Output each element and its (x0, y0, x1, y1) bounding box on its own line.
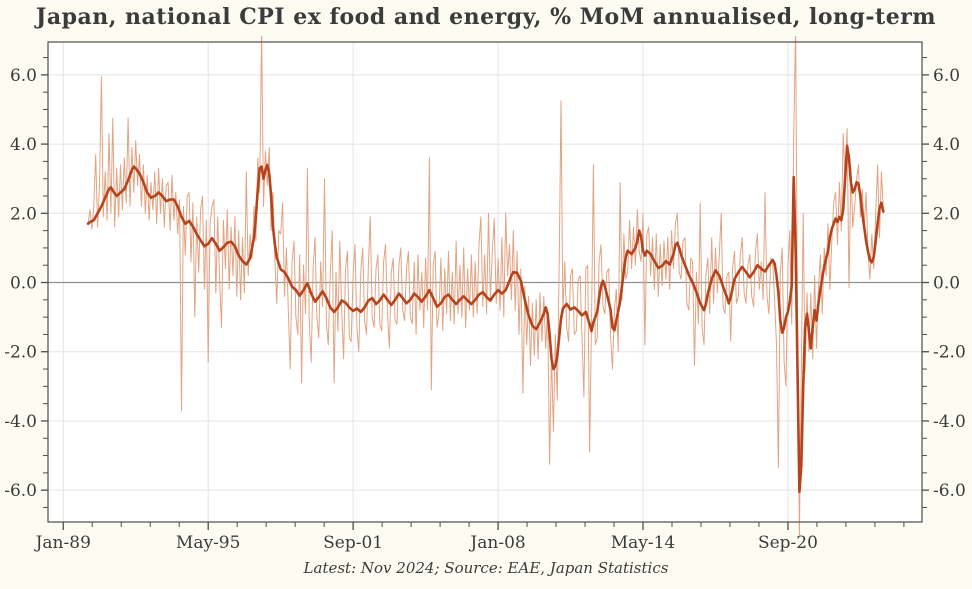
x-tick-label: Jan-08 (468, 533, 525, 553)
x-tick-label: May-95 (176, 533, 241, 553)
x-tick-label: Sep-01 (323, 533, 383, 553)
y-tick-label-right: -6.0 (933, 481, 966, 501)
source-note: Latest: Nov 2024; Source: EAE, Japan Sta… (303, 559, 669, 577)
y-tick-label-right: 0.0 (933, 274, 960, 294)
y-tick-label-left: 4.0 (10, 135, 37, 155)
y-tick-label-left: 6.0 (10, 66, 37, 86)
y-tick-label-left: 0.0 (10, 274, 37, 294)
y-tick-label-left: -2.0 (4, 343, 37, 363)
y-tick-label-left: 2.0 (10, 204, 37, 224)
x-tick-label: Sep-20 (758, 533, 818, 553)
y-tick-label-right: -2.0 (933, 343, 966, 363)
series-smoothed-line (86, 144, 885, 494)
x-tick-label: Jan-89 (34, 533, 91, 553)
y-tick-label-right: 4.0 (933, 135, 960, 155)
y-tick-label-left: -6.0 (4, 481, 37, 501)
chart-title: Japan, national CPI ex food and energy, … (35, 4, 937, 30)
y-tick-label-right: -4.0 (933, 412, 966, 432)
y-tick-label-left: -4.0 (4, 412, 37, 432)
x-tick-label: May-14 (611, 533, 676, 553)
y-tick-label-right: 2.0 (933, 204, 960, 224)
y-tick-label-right: 6.0 (933, 66, 960, 86)
